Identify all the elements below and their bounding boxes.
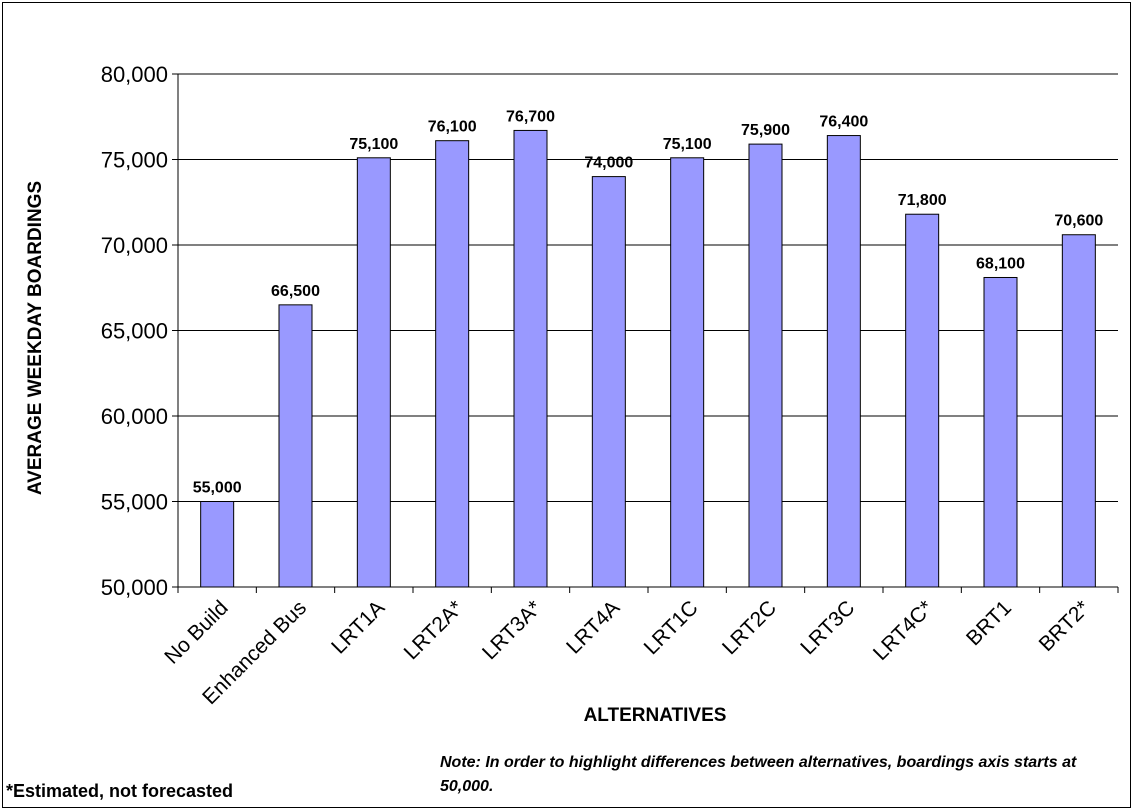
data-labels: 55,000 66,500 75,100 76,100 76,700 74,000 75,1… xyxy=(193,108,1104,496)
y-tick-label: 70,000 xyxy=(101,233,168,258)
data-label: 76,700 xyxy=(506,108,555,125)
bar xyxy=(435,140,470,588)
bar xyxy=(1061,234,1096,588)
x-tick-label: LRT2C xyxy=(718,596,781,659)
y-tick-labels: 50,000 55,000 60,000 65,000 70,000 75,000 80,0… xyxy=(101,62,168,600)
bar xyxy=(591,176,626,588)
bar xyxy=(513,129,548,588)
y-tick-label: 75,000 xyxy=(101,148,168,173)
bar xyxy=(200,501,235,588)
data-label: 75,100 xyxy=(349,136,398,153)
x-tick-label: LRT3A* xyxy=(478,596,546,664)
bar xyxy=(356,157,391,588)
x-tick-label: BRT1 xyxy=(962,596,1016,650)
data-label: 66,500 xyxy=(271,283,320,300)
y-tick-label: 65,000 xyxy=(101,319,168,344)
bar xyxy=(983,276,1018,588)
axis-note: Note: In order to highlight differences … xyxy=(440,754,1077,795)
y-tick-label: 60,000 xyxy=(101,404,168,429)
footnote: *Estimated, not forecasted xyxy=(6,781,234,801)
data-label: 76,400 xyxy=(819,114,868,131)
x-tick-label: No Build xyxy=(160,596,232,668)
x-tick-label: LRT1A xyxy=(327,596,389,658)
data-label: 75,100 xyxy=(663,136,712,153)
x-tick-label: LRT4A xyxy=(562,596,624,658)
data-label: 55,000 xyxy=(193,480,242,497)
data-label: 68,100 xyxy=(976,255,1025,272)
data-label: 75,900 xyxy=(741,122,790,139)
data-label: 74,000 xyxy=(584,155,633,172)
y-tick-label: 50,000 xyxy=(101,575,168,600)
x-tick-label: LRT4C* xyxy=(869,596,938,665)
x-tick-label: LRT3C xyxy=(796,596,859,659)
bars xyxy=(200,129,1096,588)
y-tick-label: 55,000 xyxy=(101,490,168,515)
gridlines xyxy=(178,73,1118,502)
bar xyxy=(905,213,940,588)
x-tick-label: LRT2A* xyxy=(400,596,468,664)
data-label: 70,600 xyxy=(1054,213,1103,230)
x-tick-label: BRT2* xyxy=(1035,596,1095,656)
data-label: 76,100 xyxy=(428,119,477,136)
bar xyxy=(826,135,861,588)
bar xyxy=(670,157,705,588)
y-tick-label: 80,000 xyxy=(101,62,168,87)
axes xyxy=(172,73,1119,593)
bar xyxy=(748,143,783,588)
x-axis-title: ALTERNATIVES xyxy=(584,705,727,726)
bar xyxy=(278,304,313,588)
x-tick-label: LRT1C xyxy=(640,596,703,659)
y-axis-title: AVERAGE WEEKDAY BOARDINGS xyxy=(25,181,46,495)
data-label: 71,800 xyxy=(898,192,947,209)
